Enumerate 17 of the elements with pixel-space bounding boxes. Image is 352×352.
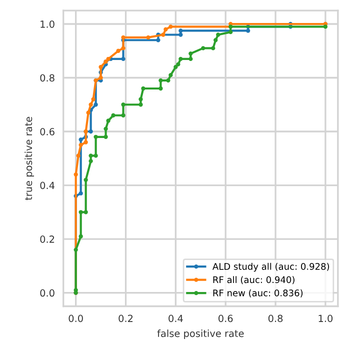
x-axis-title: false positive rate bbox=[157, 330, 244, 339]
y-tick-label: 0.4 bbox=[40, 182, 54, 190]
y-tick-label: 0.8 bbox=[40, 74, 54, 82]
x-tick-label: 0.4 bbox=[168, 314, 183, 322]
x-tick-label: 0.8 bbox=[268, 314, 283, 322]
x-tick-label: 1.0 bbox=[318, 314, 333, 322]
y-tick-label: 0.0 bbox=[40, 289, 54, 297]
legend-label: ALD study all (auc: 0.928) bbox=[212, 262, 330, 272]
legend-label: RF new (auc: 0.836) bbox=[213, 289, 303, 298]
y-axis-title: true positive rate bbox=[24, 116, 34, 200]
y-tick-label: 0.6 bbox=[40, 128, 54, 136]
x-tick-label: 0.0 bbox=[68, 314, 83, 322]
y-tick-label: 1.0 bbox=[40, 20, 54, 28]
x-tick-label: 0.6 bbox=[218, 314, 233, 322]
x-tick-label: 0.2 bbox=[118, 314, 133, 322]
y-tick-label: 0.2 bbox=[40, 236, 54, 243]
legend-label: RF all (auc: 0.940) bbox=[213, 276, 294, 284]
